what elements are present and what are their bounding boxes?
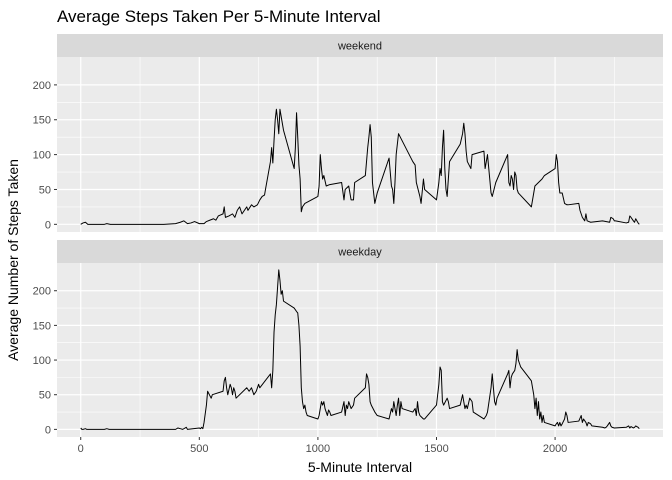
panel-background-weekday [57,263,663,437]
y-tick-label: 50 [39,184,51,196]
x-axis-title: 5-Minute Interval [308,459,412,475]
strip-weekend [57,34,663,57]
panel-background-weekend [57,57,663,232]
y-tick-label: 150 [33,320,51,332]
series-line-weekday [80,269,640,430]
panel-weekday: weekday 0 50 100 150 200 [33,240,663,437]
x-tick-label: 1500 [424,443,448,455]
panel-weekend: weekend 0 50 100 150 200 [33,34,663,232]
strip-weekday [57,240,663,263]
x-axis: 0 500 1000 1500 2000 [78,437,567,455]
series-line-weekend [80,108,640,225]
y-tick-label: 200 [33,80,51,92]
y-tick-label: 0 [45,424,51,436]
y-tick-label: 50 [39,390,51,402]
strip-label-weekend: weekend [337,41,382,53]
x-tick-label: 1000 [306,443,330,455]
x-tick-label: 2000 [543,443,567,455]
chart-title: Average Steps Taken Per 5-Minute Interva… [57,7,381,26]
y-tick-label: 100 [33,355,51,367]
y-tick-label: 150 [33,115,51,127]
panels-group: weekend 0 50 100 150 200 weekday 0 50 100 150 200 [33,34,663,437]
y-axis-title: Average Number of Steps Taken [5,159,21,361]
y-tick-label: 0 [45,219,51,231]
x-tick-label: 0 [78,443,84,455]
strip-label-weekday: weekday [337,247,382,259]
y-tick-label: 200 [33,286,51,298]
y-tick-label: 100 [33,150,51,162]
x-tick-label: 500 [190,443,208,455]
